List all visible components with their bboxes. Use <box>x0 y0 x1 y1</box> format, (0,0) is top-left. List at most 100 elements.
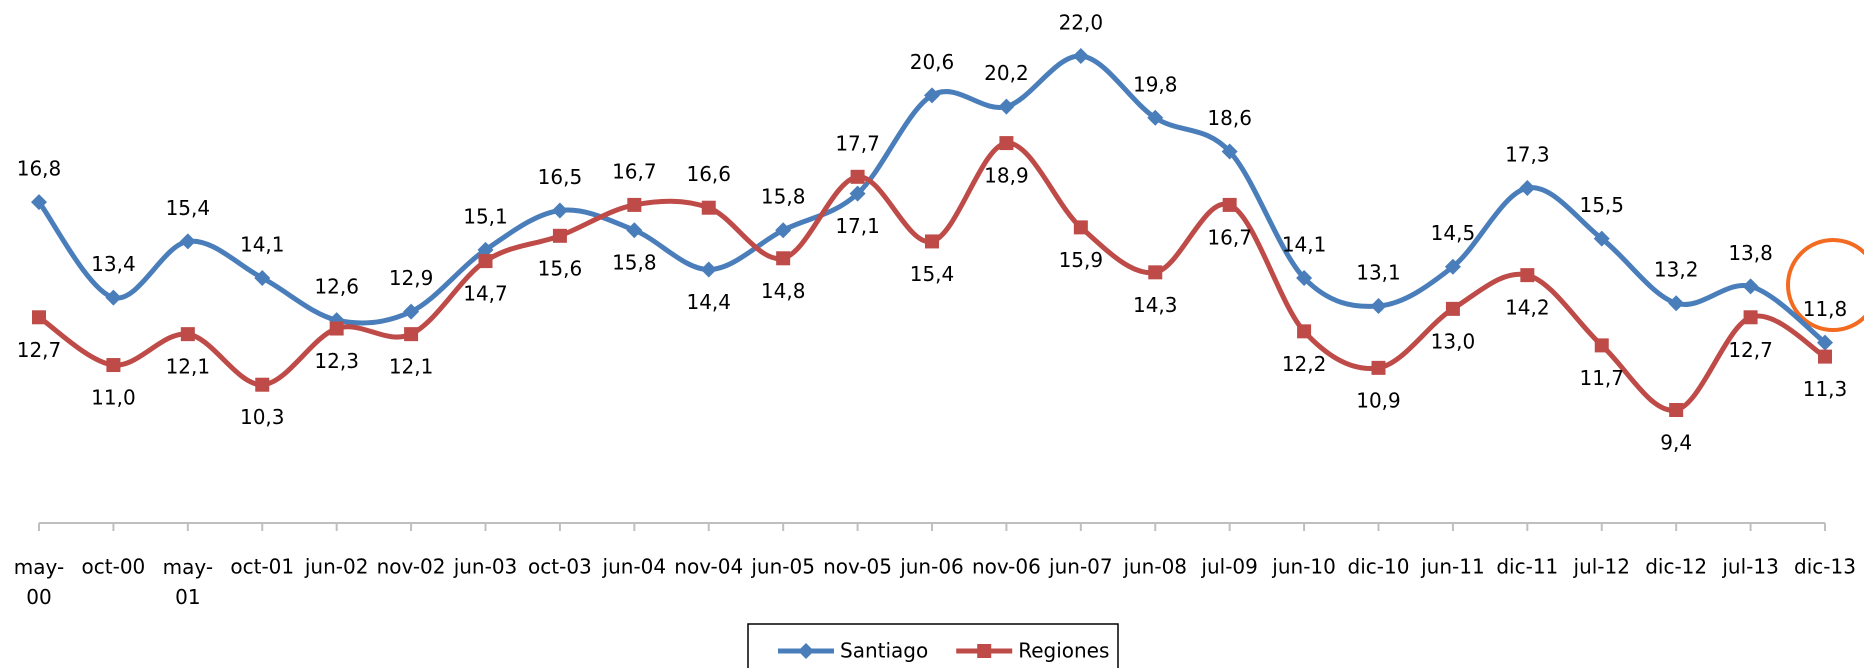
point-marker <box>1296 269 1313 286</box>
x-tick-label: jun-08 <box>1122 555 1187 579</box>
x-tick-label: may-01 <box>163 555 213 609</box>
point-marker <box>105 289 122 306</box>
data-label: 20,6 <box>910 50 955 74</box>
data-label: 12,6 <box>314 275 359 299</box>
point-marker <box>798 643 814 659</box>
data-label: 22,0 <box>1059 11 1104 35</box>
point-marker <box>1444 258 1461 275</box>
x-tick-label: jun-07 <box>1048 555 1113 579</box>
point-marker <box>775 222 792 239</box>
data-label: 13,4 <box>91 252 136 276</box>
x-tick-label: jun-04 <box>602 555 667 579</box>
x-tick-label: dic-12 <box>1645 555 1707 579</box>
data-label: 15,4 <box>910 262 955 286</box>
legend-box <box>747 623 1119 668</box>
point-marker <box>106 358 121 373</box>
data-label: 13,8 <box>1728 241 1773 265</box>
point-marker <box>404 327 419 342</box>
x-tick-label: oct-03 <box>528 555 592 579</box>
x-tick-label: may-00 <box>14 555 64 609</box>
point-marker <box>1519 180 1536 197</box>
data-label: 12,1 <box>389 355 434 379</box>
point-marker <box>1370 298 1387 315</box>
data-label: 15,9 <box>1059 248 1104 272</box>
data-label: 16,6 <box>686 162 731 186</box>
point-marker <box>179 233 196 250</box>
point-marker <box>1817 334 1833 351</box>
data-label: 18,6 <box>1207 106 1252 130</box>
data-label: 14,4 <box>686 290 731 314</box>
data-label: 16,5 <box>538 165 583 189</box>
point-marker <box>1371 360 1386 375</box>
point-marker <box>478 254 493 269</box>
point-marker <box>701 200 716 215</box>
data-label: 13,2 <box>1654 258 1699 282</box>
data-label: 11,3 <box>1803 377 1848 401</box>
point-marker <box>1221 143 1238 160</box>
point-marker <box>255 377 270 392</box>
data-label: 18,9 <box>984 164 1029 188</box>
data-label: 17,7 <box>835 131 880 155</box>
x-tick-label: dic-10 <box>1348 555 1410 579</box>
data-label: 15,5 <box>1579 193 1624 217</box>
data-label: 10,9 <box>1356 388 1401 412</box>
point-marker <box>1742 278 1759 295</box>
point-marker <box>551 202 568 219</box>
point-marker <box>1073 220 1088 235</box>
point-marker <box>977 644 992 658</box>
point-marker <box>925 234 939 249</box>
data-label: 17,3 <box>1505 143 1550 167</box>
x-tick-label: jul-09 <box>1200 555 1257 579</box>
point-marker <box>1669 403 1684 417</box>
data-label: 14,1 <box>1282 232 1327 256</box>
data-label: 12,7 <box>17 338 62 362</box>
point-marker <box>1743 310 1758 325</box>
data-label: 13,1 <box>1356 261 1401 285</box>
data-label: 14,2 <box>1505 296 1550 320</box>
data-label: 10,3 <box>240 405 285 429</box>
data-label: 16,7 <box>612 159 657 183</box>
data-label: 12,3 <box>314 349 359 373</box>
data-label: 12,9 <box>389 266 434 290</box>
data-label: 16,8 <box>17 157 62 181</box>
point-marker <box>477 241 494 258</box>
point-marker <box>1147 109 1164 126</box>
point-marker <box>32 310 46 325</box>
point-marker <box>254 269 271 286</box>
data-label: 11,0 <box>91 386 136 410</box>
x-tick-label: jun-05 <box>750 555 815 579</box>
point-marker <box>329 321 344 336</box>
x-tick-label: oct-00 <box>82 555 146 579</box>
data-label: 12,7 <box>1728 338 1773 362</box>
point-marker <box>1668 295 1685 312</box>
point-marker <box>403 303 420 320</box>
point-marker <box>924 87 940 104</box>
highlight-circle <box>1786 238 1864 332</box>
data-label: 11,7 <box>1579 366 1624 390</box>
data-label: 20,2 <box>984 61 1029 85</box>
point-marker <box>1297 324 1312 339</box>
legend-label: Regiones <box>1018 639 1109 663</box>
point-marker <box>1148 265 1163 280</box>
x-tick-label: jul-13 <box>1721 555 1778 579</box>
data-label: 14,5 <box>1431 221 1476 245</box>
point-marker <box>627 197 642 212</box>
x-tick-label: nov-06 <box>972 555 1041 579</box>
point-marker <box>1593 230 1610 247</box>
point-marker <box>998 98 1015 115</box>
point-marker <box>626 222 643 239</box>
data-label: 9,4 <box>1660 431 1692 455</box>
x-tick-label: jun-02 <box>304 555 369 579</box>
data-label: 15,4 <box>166 196 211 220</box>
point-marker <box>850 169 865 184</box>
data-label: 14,8 <box>761 279 806 303</box>
data-label: 11,8 <box>1803 297 1848 321</box>
point-marker <box>1818 349 1832 364</box>
data-label: 12,1 <box>166 355 211 379</box>
x-tick-label: dic-11 <box>1496 555 1558 579</box>
point-marker <box>1520 268 1535 283</box>
point-marker <box>776 251 791 266</box>
data-label: 15,8 <box>612 251 657 275</box>
x-tick-label: dic-13 <box>1794 555 1856 579</box>
x-tick-label: jun-10 <box>1271 555 1336 579</box>
